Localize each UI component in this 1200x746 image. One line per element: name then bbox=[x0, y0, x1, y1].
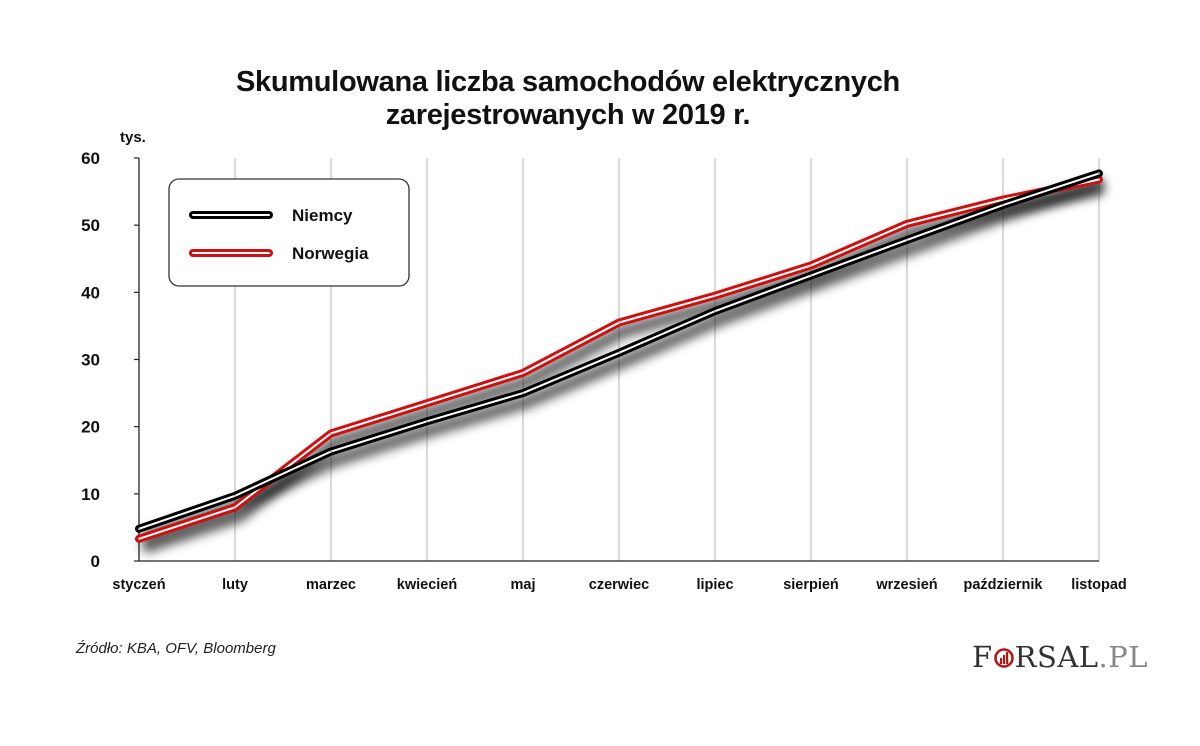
y-tick-label-0: 0 bbox=[91, 552, 100, 571]
point-1-3 bbox=[426, 402, 428, 404]
x-tick-label-1: luty bbox=[222, 577, 248, 593]
x-tick-label-8: wrzesień bbox=[875, 577, 937, 593]
series-lines bbox=[135, 169, 1103, 543]
point-0-0 bbox=[138, 528, 140, 530]
x-tick-label-6: lipiec bbox=[696, 577, 733, 593]
x-tick-label-7: sierpień bbox=[783, 577, 839, 593]
x-tick-label-10: listopad bbox=[1071, 577, 1127, 593]
point-0-3 bbox=[426, 420, 428, 422]
y-tick-label-30: 30 bbox=[81, 351, 100, 370]
point-1-10 bbox=[1098, 178, 1100, 180]
y-tick-label-50: 50 bbox=[81, 216, 100, 235]
point-1-1 bbox=[234, 506, 236, 508]
point-0-1 bbox=[234, 495, 236, 497]
point-0-2 bbox=[330, 451, 332, 453]
y-axis-label: tys. bbox=[120, 129, 146, 146]
point-0-10 bbox=[1098, 172, 1100, 174]
logo-word: RSAL bbox=[1014, 640, 1099, 674]
legend: Niemcy Norwegia bbox=[168, 178, 410, 287]
point-1-0 bbox=[138, 538, 140, 540]
tick-labels: 0 10 20 30 40 50 60 tys. styczeń luty marzec kwieci… bbox=[81, 129, 1127, 593]
y-tick-label-10: 10 bbox=[81, 485, 100, 504]
y-tick-label-40: 40 bbox=[81, 283, 100, 302]
series-shadow-0 bbox=[140, 176, 1106, 544]
y-tick-label-60: 60 bbox=[81, 149, 100, 168]
chart-title-line-1: Skumulowana liczba samochodów elektryczn… bbox=[236, 66, 900, 98]
axes bbox=[134, 157, 1099, 562]
point-0-9 bbox=[1002, 204, 1004, 206]
logo-suffix: .PL bbox=[1098, 640, 1149, 674]
point-0-8 bbox=[906, 239, 908, 241]
point-0-6 bbox=[714, 310, 716, 312]
y-tick-label-20: 20 bbox=[81, 418, 100, 437]
x-tick-label-5: czerwiec bbox=[589, 577, 649, 593]
point-1-8 bbox=[906, 223, 908, 225]
point-0-5 bbox=[618, 352, 620, 354]
logo-letter-f: F bbox=[972, 640, 993, 674]
point-1-2 bbox=[330, 432, 332, 434]
x-tick-label-0: styczeń bbox=[112, 577, 165, 593]
point-1-5 bbox=[618, 322, 620, 324]
point-1-6 bbox=[714, 295, 716, 297]
chart-title: Skumulowana liczba samochodów elektryczn… bbox=[168, 66, 968, 132]
point-0-4 bbox=[522, 392, 524, 394]
point-0-7 bbox=[810, 275, 812, 277]
chart-title-line-2: zarejestrowanych w 2019 r. bbox=[385, 99, 751, 131]
point-1-9 bbox=[1002, 199, 1004, 201]
point-1-4 bbox=[522, 372, 524, 374]
legend-label-0: Niemcy bbox=[292, 206, 353, 225]
legend-box bbox=[168, 178, 410, 287]
x-tick-label-3: kwiecień bbox=[397, 577, 457, 593]
x-tick-label-4: maj bbox=[511, 577, 536, 593]
legend-label-1: Norwegia bbox=[292, 244, 369, 263]
point-1-7 bbox=[810, 264, 812, 266]
x-tick-label-9: październik bbox=[964, 577, 1044, 593]
x-tick-label-2: marzec bbox=[306, 577, 356, 593]
source-note: Źródło: KBA, OFV, Bloomberg bbox=[76, 640, 276, 657]
logo-chart-o-icon bbox=[993, 646, 1014, 668]
forsal-logo: F RSAL .PL bbox=[972, 640, 1148, 674]
